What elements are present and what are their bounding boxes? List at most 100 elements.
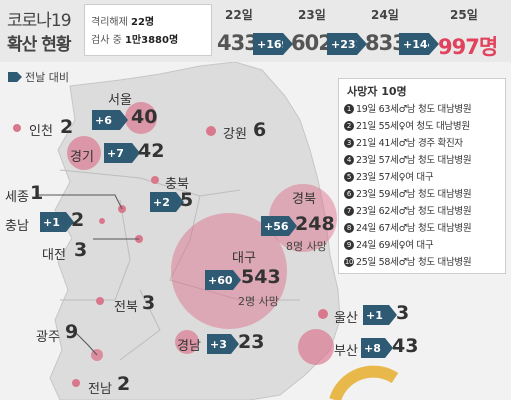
count-busan: 43	[392, 335, 419, 357]
leader-gwangju	[75, 332, 98, 356]
bubble-seoul	[125, 102, 157, 134]
increment-daegu: +60	[205, 270, 241, 290]
death-row-3: 3 21일 41세♂남 경주 확진자	[344, 135, 463, 149]
title-line-2: 확산 현황	[7, 35, 71, 55]
released-line: 격리해제 22명	[91, 13, 154, 28]
increment-busan: +8	[361, 338, 393, 358]
region-name-chungbuk: 충북	[165, 177, 189, 192]
dot-incheon	[13, 124, 21, 132]
death-text-5: 23일 57세♀여 대구	[356, 172, 434, 183]
death-row-7: 7 23일 62세♂남 청도 대남병원	[344, 203, 472, 217]
death-row-6: 6 23일 59세♂남 청도 대남병원	[344, 186, 472, 200]
bubble-gyeonggi	[67, 136, 101, 170]
count-jeonnam: 2	[117, 373, 131, 395]
leader-sejong	[38, 194, 123, 210]
death-text-7: 23일 62세♂남 청도 대남병원	[356, 206, 472, 217]
deaths-panel: 사망자 10명 1 19일 63세♂남 청도 대남병원 2 21일 55세♀여 청도…	[338, 78, 506, 274]
death-text-9: 24일 69세♀여 대구	[356, 240, 434, 251]
region-name-gyeongnam: 경남	[177, 339, 201, 354]
death-text-4: 23일 57세♂남 청도 대남병원	[356, 155, 472, 166]
death-num-9: 9	[344, 240, 354, 250]
dot-chungnam	[99, 218, 105, 224]
released-label: 격리해제	[91, 17, 128, 28]
count-incheon: 2	[60, 116, 74, 138]
death-num-4: 4	[344, 155, 354, 165]
increment-gyeongnam: +3	[207, 334, 239, 354]
death-num-6: 6	[344, 189, 354, 199]
count-daegu: 543	[241, 266, 281, 288]
death-num-2: 2	[344, 121, 354, 131]
increment-seoul: +6	[92, 110, 128, 130]
death-row-5: 5 23일 57세♀여 대구	[344, 169, 434, 183]
region-name-gwangju: 광주	[36, 330, 60, 345]
count-seoul: 40	[131, 106, 158, 128]
death-row-1: 1 19일 63세♂남 청도 대남병원	[344, 101, 472, 115]
count-ulsan: 3	[396, 302, 410, 324]
increment-ulsan: +1	[363, 305, 397, 325]
region-name-jeonnam: 전남	[88, 382, 112, 397]
region-name-gyeongbuk: 경북	[292, 192, 316, 207]
dot-jeonbuk	[96, 297, 104, 305]
dot-ulsan	[318, 309, 328, 319]
increment-badge-25: +144	[399, 33, 439, 55]
deaths-daegu: 2명 사망	[238, 295, 279, 308]
increment-chungbuk: +2	[150, 192, 184, 212]
testing-value: 1만3880명	[124, 35, 179, 46]
count-sejong: 1	[30, 182, 44, 204]
region-name-jeonbuk: 전북	[114, 300, 138, 315]
region-name-daegu: 대구	[232, 251, 256, 266]
region-name-ulsan: 울산	[334, 311, 358, 326]
summary-box: 격리해제 22명 검사 중 1만3880명	[84, 4, 212, 56]
day-label-24: 24일	[371, 8, 399, 22]
region-borders	[59, 169, 300, 361]
count-gyeongnam: 23	[238, 331, 265, 353]
count-gangwon: 6	[253, 119, 267, 141]
death-text-10: 25일 58세♂남 청도 대남병원	[356, 257, 472, 268]
increment-badge-23: +169	[253, 33, 293, 55]
death-num-1: 1	[344, 104, 354, 114]
dot-jeonnam	[72, 379, 80, 387]
region-name-incheon: 인천	[29, 124, 53, 139]
testing-label: 검사 중	[91, 35, 122, 46]
region-name-busan: 부산	[334, 344, 358, 359]
death-row-9: 9 24일 69세♀여 대구	[344, 237, 434, 251]
count-daejeon: 3	[74, 239, 88, 261]
death-text-3: 21일 41세♂남 경주 확진자	[356, 138, 463, 149]
day-count-23: 602	[291, 31, 333, 55]
testing-line: 검사 중 1만3880명	[91, 31, 178, 46]
day-label-23: 23일	[298, 8, 326, 22]
increment-gyeongbuk: +56	[261, 216, 297, 236]
region-name-daejeon: 대전	[42, 248, 66, 263]
day-label-22: 22일	[225, 8, 253, 22]
day-count-25: 997명	[438, 35, 498, 59]
death-text-1: 19일 63세♂남 청도 대남병원	[356, 104, 472, 115]
bubble-gyeongnam	[175, 330, 199, 354]
region-name-chungnam: 충남	[5, 219, 29, 234]
count-gyeonggi: 42	[138, 140, 165, 162]
region-name-sejong: 세종	[5, 190, 29, 205]
death-num-7: 7	[344, 206, 354, 216]
increment-chungnam: +1	[40, 212, 74, 232]
region-name-gyeonggi: 경기	[70, 150, 94, 165]
dot-chungbuk	[151, 176, 159, 184]
title-line-1: 코로나19	[7, 11, 72, 31]
legend-label: 전날 대비	[25, 71, 69, 84]
death-text-2: 21일 55세♀여 청도 대남병원	[356, 121, 470, 132]
count-chungbuk: 5	[180, 189, 194, 211]
day-label-25: 25일	[450, 8, 478, 22]
death-text-8: 24일 67세♂남 청도 대남병원	[356, 223, 472, 234]
count-chungnam: 2	[71, 209, 85, 231]
day-count-22: 433	[217, 31, 259, 55]
region-name-gangwon: 강원	[223, 127, 247, 142]
region-name-seoul: 서울	[108, 93, 132, 108]
donut-chart-partial	[329, 365, 399, 400]
death-text-6: 23일 59세♂남 청도 대남병원	[356, 189, 472, 200]
deaths-title: 사망자 10명	[347, 85, 407, 98]
released-value: 22명	[131, 17, 155, 28]
death-row-2: 2 21일 55세♀여 청도 대남병원	[344, 118, 470, 132]
deaths-gyeongbuk: 8명 사망	[286, 240, 327, 253]
dot-gangwon	[206, 126, 216, 136]
death-row-8: 8 24일 67세♂남 청도 대남병원	[344, 220, 472, 234]
increment-badge-24: +231	[327, 33, 367, 55]
death-row-10: 10 25일 58세♂남 청도 대남병원	[344, 254, 472, 268]
